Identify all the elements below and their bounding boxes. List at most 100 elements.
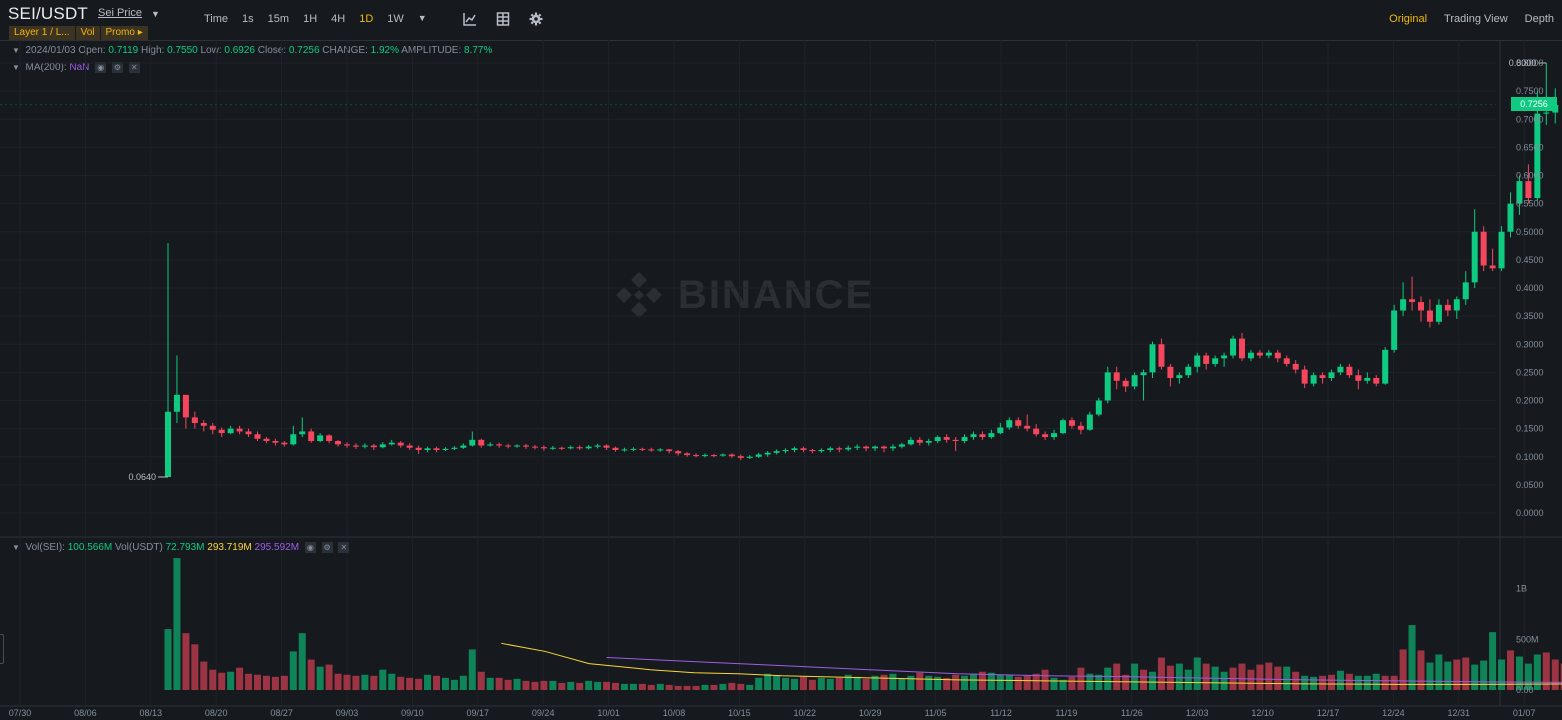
view-depth[interactable]: Depth [1524,13,1554,25]
volume-bar [1086,673,1094,690]
volume-bar [173,558,181,690]
volume-bar [656,683,664,690]
indicator-icon[interactable] [463,12,477,26]
view-trading-view[interactable]: Trading View [1444,13,1508,25]
interval-1s[interactable]: 1s [242,13,254,25]
volume-bar [1489,632,1497,690]
chart-toolbar: SEI/USDT Sei Price ▼ Layer 1 / L... Vol … [0,0,1562,41]
time-tick-label: 11/12 [990,708,1012,718]
candle-body [182,394,189,418]
tag-layer1[interactable]: Layer 1 / L... [9,26,75,40]
ma-collapse-chevron-icon[interactable]: ▼ [12,63,20,73]
volume-bar [1336,670,1344,690]
volume-bar [352,675,360,690]
vol-eye-icon[interactable]: ◉ [304,542,316,553]
volume-bar [952,674,960,690]
volume-bar [773,675,781,690]
chevron-down-icon[interactable]: ▼ [151,9,160,19]
price-tick-label: 0.2500 [1516,367,1544,377]
interval-1w[interactable]: 1W [387,13,404,25]
price-tick-label: 0.1500 [1516,424,1544,434]
volume-bar [764,673,772,690]
volume-bar [1122,674,1130,690]
collapse-chevron-icon[interactable]: ▼ [12,46,20,55]
price-tick-label: 0.6000 [1516,171,1544,181]
interval-1h[interactable]: 1H [303,13,318,25]
candle-body [218,429,225,434]
resize-handle[interactable] [0,634,4,664]
symbol-title[interactable]: SEI/USDT [8,4,89,23]
settings-icon[interactable]: ⚙ [111,62,123,73]
candle-body [451,447,458,449]
time-tick-label: 09/24 [532,708,555,718]
vol-collapse-chevron-icon[interactable]: ▼ [12,543,20,553]
vol-close-icon[interactable]: ✕ [338,542,350,553]
candle-body [728,454,735,457]
volume-bar [191,644,199,690]
time-tick-label: 10/22 [794,708,817,718]
price-tick-label: 0.4500 [1516,255,1544,265]
price-tick-label: 0.2000 [1516,396,1544,406]
candle-body [1525,181,1532,198]
volume-bar [594,681,602,690]
interval-4h[interactable]: 4H [331,13,346,25]
eye-icon[interactable]: ◉ [95,62,107,73]
volume-bar [424,674,432,690]
candle-body [1024,425,1031,429]
candle-body [755,454,762,457]
vol-settings-icon[interactable]: ⚙ [321,542,333,553]
interval-1d[interactable]: 1D [359,13,374,25]
candle-body [200,423,207,426]
view-original[interactable]: Original [1389,13,1428,25]
volume-bar [504,679,512,690]
volume-bar [495,677,503,690]
candle-body [746,456,753,458]
volume-bar [361,674,369,690]
interval-time[interactable]: Time [204,13,229,25]
interval-more-chevron-icon[interactable]: ▼ [417,13,427,23]
tag-vol[interactable]: Vol [74,26,100,40]
price-tick-label: 0.7000 [1516,114,1544,124]
volume-bar [1417,650,1425,690]
ohlc-high: 0.7550 [167,45,198,56]
candle-body [173,394,180,412]
candle-body [1149,344,1156,373]
ohlc-close: 0.7256 [288,45,320,56]
ohlc-change: 1.92% [370,45,399,56]
candle-body [648,449,655,451]
gear-icon[interactable] [529,12,543,26]
candle-body [388,442,395,445]
volume-bar [406,677,414,690]
sei-price-link[interactable]: Sei Price [98,7,143,19]
close-icon[interactable]: ✕ [128,62,140,73]
time-tick-label: 07/30 [9,708,32,718]
candle-body [889,446,896,449]
ma-value: NaN [69,62,90,74]
volume-bar [1390,675,1398,690]
price-tick-label: 0.5500 [1516,199,1544,209]
candle-body [639,448,646,450]
interval-15m[interactable]: 15m [267,13,290,25]
candle-body [907,439,914,445]
candle-body [1418,302,1424,311]
time-tick-label: 09/17 [467,708,490,718]
candle-body [406,445,413,448]
tag-promo[interactable]: Promo ▸ [99,26,148,40]
volume-bar [647,684,655,690]
layout-grid-icon[interactable] [496,12,510,26]
candle-body [576,447,583,449]
volume-bar [1515,656,1523,690]
candle-body [272,441,279,443]
volume-bar [1032,673,1040,690]
volume-bar [710,684,718,690]
price-tick-label: 0.3500 [1516,311,1544,321]
candle-body [1033,428,1040,435]
time-tick-label: 12/10 [1251,708,1274,718]
candle-body [1426,310,1433,322]
volume-bar [1023,675,1031,690]
volume-bar [1507,650,1514,690]
volume-bar [835,677,843,690]
volume-bar [612,682,619,690]
